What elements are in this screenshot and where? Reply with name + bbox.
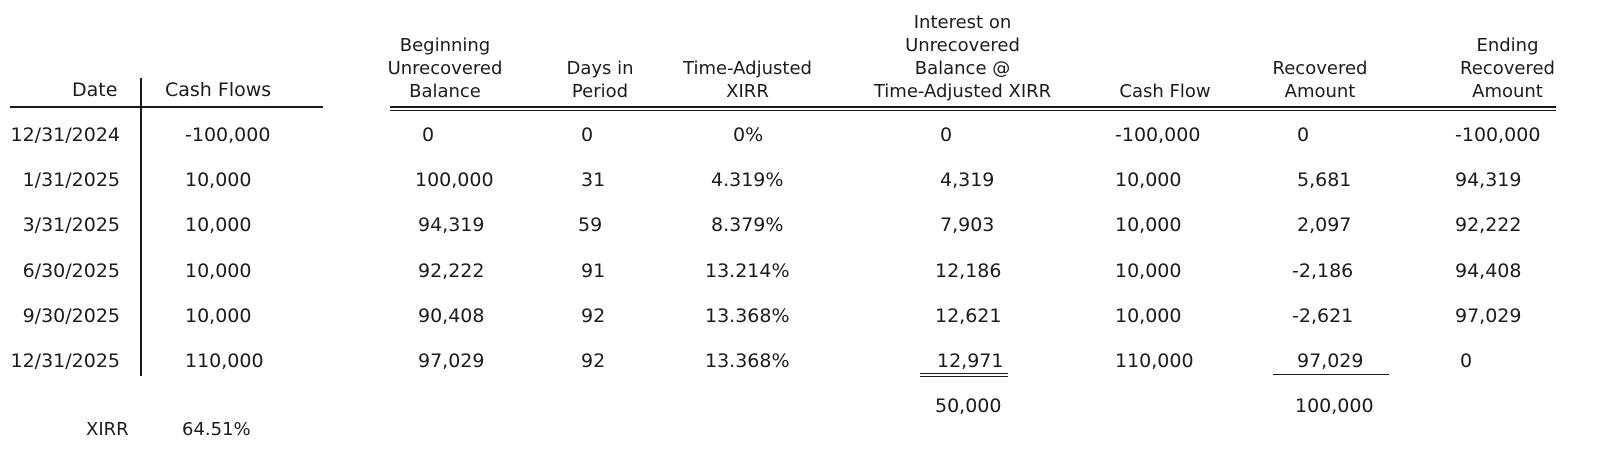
row-beginning-balance: 94,319 [418,214,485,236]
left-row-cash-flow: 10,000 [185,169,252,191]
xirr-value: 64.51% [182,419,251,440]
row-recovered: 2,097 [1297,214,1352,236]
row-interest: 7,903 [940,214,995,236]
row-rate: 8.379% [711,214,784,236]
row-cash-flow: 10,000 [1115,260,1182,282]
row-interest: 12,621 [935,305,1002,327]
row-interest: 12,186 [935,260,1002,282]
header-interest: Interest on Unrecovered Balance @ Time-A… [873,12,1052,102]
row-cash-flow: 10,000 [1115,169,1182,191]
row-days: 0 [581,124,594,146]
row-ending: 0 [1460,350,1473,372]
row-beginning-balance: 92,222 [418,260,485,282]
row-ending: -100,000 [1455,124,1541,146]
right-header-rule-second [390,110,1556,111]
row-interest: 12,971 [937,350,1004,372]
row-days: 92 [581,350,606,372]
row-recovered: 5,681 [1297,169,1352,191]
row-rate: 0% [733,124,764,146]
xirr-label: XIRR [86,419,129,440]
row-beginning-balance: 97,029 [418,350,485,372]
row-ending: 97,029 [1455,305,1522,327]
row-rate: 13.368% [705,305,790,327]
recovered-total: 100,000 [1295,395,1374,417]
header-ending-amount: Ending Recovered Amount [1460,35,1555,102]
header-days-in-period: Days in Period [566,58,634,102]
row-cash-flow: 110,000 [1115,350,1194,372]
row-cash-flow: 10,000 [1115,305,1182,327]
row-interest: 0 [940,124,953,146]
row-days: 91 [581,260,606,282]
left-vertical-rule [140,78,142,376]
header-cash-flow: Cash Flow [1119,81,1211,102]
interest-total-rule-second [920,376,1008,377]
interest-total: 50,000 [935,395,1002,417]
left-row-date: 9/30/2025 [22,305,120,327]
row-ending: 92,222 [1455,214,1522,236]
row-days: 92 [581,305,606,327]
row-rate: 13.214% [705,260,790,282]
left-row-date: 1/31/2025 [22,169,120,191]
row-interest: 4,319 [940,169,995,191]
row-cash-flow: 10,000 [1115,214,1182,236]
header-time-adjusted-xirr: Time-Adjusted XIRR [683,58,812,102]
header-cash-flows: Cash Flows [165,79,272,101]
left-row-cash-flow: 110,000 [185,350,264,372]
row-beginning-balance: 90,408 [418,305,485,327]
left-row-date: 3/31/2025 [22,214,120,236]
header-date: Date [72,79,118,101]
row-recovered: 0 [1297,124,1310,146]
header-beginning-balance: Beginning Unrecovered Balance [387,35,503,102]
left-row-cash-flow: 10,000 [185,305,252,327]
row-days: 31 [581,169,606,191]
left-row-cash-flow: -100,000 [185,124,271,146]
left-row-date: 12/31/2024 [10,124,120,146]
left-row-cash-flow: 10,000 [185,214,252,236]
row-rate: 4.319% [711,169,784,191]
left-row-cash-flow: 10,000 [185,260,252,282]
left-row-date: 12/31/2025 [10,350,120,372]
interest-total-rule [920,373,1008,374]
recovered-total-rule [1273,374,1389,375]
row-days: 59 [578,214,603,236]
row-beginning-balance: 100,000 [415,169,494,191]
row-recovered: -2,186 [1292,260,1354,282]
row-ending: 94,319 [1455,169,1522,191]
row-recovered: 97,029 [1297,350,1364,372]
right-header-rule [390,106,1556,108]
left-header-rule [10,106,323,108]
row-recovered: -2,621 [1292,305,1354,327]
left-row-date: 6/30/2025 [22,260,120,282]
row-rate: 13.368% [705,350,790,372]
row-beginning-balance: 0 [422,124,435,146]
row-ending: 94,408 [1455,260,1522,282]
row-cash-flow: -100,000 [1115,124,1201,146]
header-recovered-amount: Recovered Amount [1272,58,1368,102]
